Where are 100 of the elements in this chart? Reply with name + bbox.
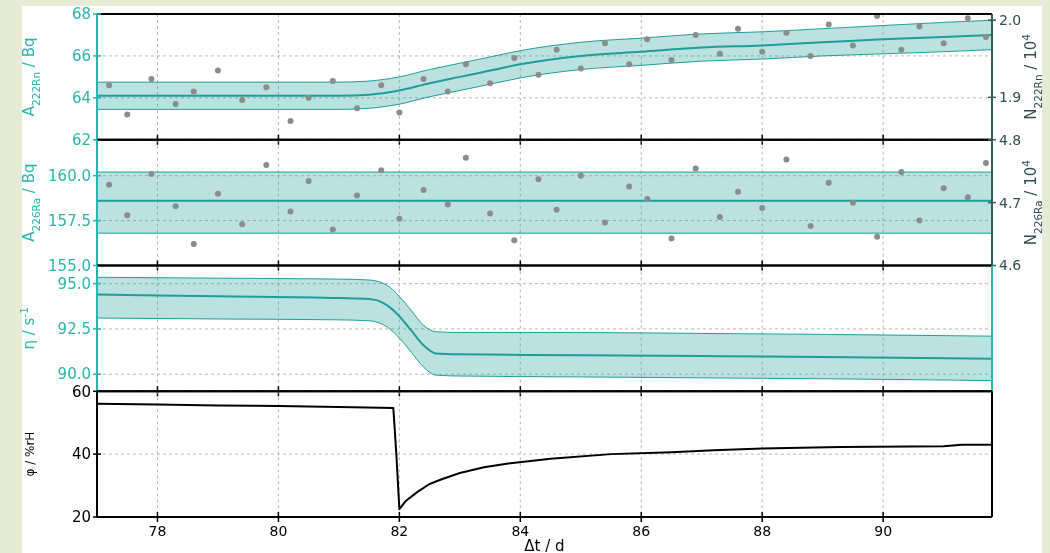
point xyxy=(964,194,971,201)
y2-tick-label: 4.6 xyxy=(999,257,1022,274)
point xyxy=(716,214,723,220)
point xyxy=(172,101,179,108)
y2-tick-label: 2.0 xyxy=(999,12,1022,29)
x-tick-label: 90 xyxy=(874,523,893,539)
point xyxy=(849,42,856,49)
point xyxy=(239,96,246,103)
y-tick-label: 62 xyxy=(71,131,91,149)
point xyxy=(692,31,699,38)
point xyxy=(668,57,675,64)
y-tick-label: 64 xyxy=(71,89,91,108)
point xyxy=(287,117,294,124)
point xyxy=(735,25,742,32)
point xyxy=(462,61,469,68)
point xyxy=(807,52,814,59)
point xyxy=(148,75,155,82)
point xyxy=(214,190,221,197)
point xyxy=(462,154,469,161)
point xyxy=(378,82,385,89)
y-tick-label: 66 xyxy=(71,47,91,66)
point xyxy=(982,160,989,167)
point xyxy=(329,78,336,85)
point xyxy=(354,192,361,199)
x-tick-label: 88 xyxy=(753,523,772,539)
x-tick-label: 78 xyxy=(148,523,167,539)
point xyxy=(577,65,584,72)
point xyxy=(444,201,451,208)
point xyxy=(190,88,197,95)
point xyxy=(825,179,832,186)
point xyxy=(214,67,221,74)
y-tick-label: 20 xyxy=(71,508,91,527)
point xyxy=(511,237,518,244)
y-tick-label: 92.5 xyxy=(57,320,91,339)
point xyxy=(577,172,584,179)
point xyxy=(898,46,905,53)
y-tick-label: 95.0 xyxy=(57,274,91,293)
point xyxy=(487,210,494,217)
point xyxy=(396,215,403,222)
point xyxy=(692,165,699,172)
point xyxy=(354,105,361,112)
point xyxy=(940,40,947,47)
point xyxy=(898,169,905,176)
point xyxy=(716,50,723,57)
point xyxy=(849,199,856,206)
point xyxy=(305,94,312,101)
point xyxy=(511,55,518,62)
point xyxy=(263,84,270,91)
point xyxy=(124,111,131,118)
point xyxy=(644,36,651,43)
x-tick-label: 86 xyxy=(632,523,651,539)
point xyxy=(626,183,633,190)
point xyxy=(807,222,814,229)
point xyxy=(148,170,155,177)
y2-tick-label: 4.7 xyxy=(999,194,1022,211)
point xyxy=(783,156,790,163)
y2-tick-label: 1.9 xyxy=(999,89,1022,106)
y-tick-label: 68 xyxy=(71,5,91,24)
point xyxy=(626,61,633,68)
point xyxy=(735,188,742,195)
line-series xyxy=(96,293,993,360)
point xyxy=(287,208,294,215)
point xyxy=(190,240,197,247)
line-series xyxy=(96,33,993,97)
point xyxy=(668,235,675,242)
y-tick-label: 157.5 xyxy=(48,211,91,230)
point xyxy=(964,15,971,22)
point xyxy=(378,167,385,174)
point xyxy=(487,80,494,87)
point xyxy=(759,48,766,55)
point xyxy=(263,161,270,168)
y-tick-label: 90.0 xyxy=(57,365,91,384)
y2-tick-label: 4.8 xyxy=(999,131,1022,148)
y-axis-title: φ / %rH xyxy=(23,431,37,477)
point xyxy=(940,185,947,192)
point xyxy=(420,75,427,82)
point xyxy=(106,82,113,89)
y-tick-label: 155.0 xyxy=(48,256,91,275)
x-axis-title: Δt / d xyxy=(524,537,565,553)
point xyxy=(239,221,246,228)
point xyxy=(982,34,989,41)
point xyxy=(759,205,766,212)
x-tick-label: 84 xyxy=(511,523,530,539)
point xyxy=(106,181,113,188)
point xyxy=(305,178,312,185)
point xyxy=(396,109,403,116)
y-tick-label: 160.0 xyxy=(48,166,91,185)
point xyxy=(329,226,336,233)
point xyxy=(535,176,542,183)
point xyxy=(825,21,832,28)
y-tick-label: 40 xyxy=(71,445,91,464)
point xyxy=(916,23,923,30)
point xyxy=(420,187,427,194)
point xyxy=(874,233,881,240)
point xyxy=(444,88,451,95)
point xyxy=(553,206,560,213)
point xyxy=(916,217,923,224)
x-tick-label: 80 xyxy=(269,523,288,539)
point xyxy=(601,219,608,226)
point xyxy=(535,71,542,78)
